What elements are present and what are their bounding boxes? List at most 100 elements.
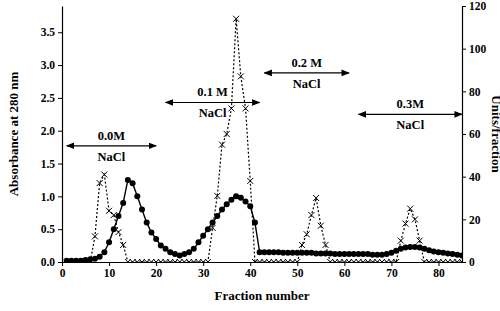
tick: 60 [462, 128, 481, 140]
tick-mark [156, 262, 157, 266]
tick: 10 [104, 262, 116, 279]
y2-axis-title: Units/fraction [489, 95, 500, 173]
tick-label: 2.5 [41, 92, 56, 104]
annotation-text: 0.3M [397, 97, 425, 111]
marker [115, 229, 121, 235]
tick-label: 50 [292, 267, 304, 279]
tick-label: 10 [104, 267, 116, 279]
tick-label: 1.5 [41, 158, 56, 170]
tick-label: 80 [433, 267, 445, 279]
marker [243, 199, 249, 205]
tick-mark [58, 196, 62, 197]
tick-mark [462, 49, 466, 50]
tick-mark [203, 262, 204, 266]
tick: 30 [198, 262, 210, 279]
tick: 60 [339, 262, 351, 279]
tick: 1.5 [41, 158, 62, 170]
tick: 0 [60, 262, 66, 279]
marker [139, 206, 145, 212]
tick: 40 [245, 262, 257, 279]
tick-mark [58, 98, 62, 99]
tick: 100 [462, 43, 487, 55]
marker [101, 172, 107, 178]
tick-mark [58, 262, 62, 263]
marker [417, 238, 423, 244]
tick-label: 3.0 [41, 59, 56, 71]
y2-axis: 0 20 40 60 80 100 120 [462, 0, 487, 268]
tick: 0.5 [41, 223, 62, 235]
marker [87, 259, 93, 262]
marker [459, 259, 462, 262]
marker [144, 220, 150, 226]
annotation-text: 0.0M [98, 129, 126, 143]
annotation-text: NaCl [396, 118, 424, 132]
axis-line [63, 262, 463, 263]
tick-mark [344, 262, 345, 266]
marker [130, 180, 136, 186]
tick-mark [391, 262, 392, 266]
tick: 20 [462, 214, 481, 226]
marker [412, 216, 418, 222]
annotation-text: NaCl [98, 150, 126, 164]
marker [214, 193, 220, 199]
axis-line [62, 7, 63, 263]
tick-label: 120 [469, 0, 487, 12]
tick-mark [58, 32, 62, 33]
marker [92, 233, 98, 239]
tick-label: 60 [339, 267, 351, 279]
y-axis: 0.00.51.01.52.02.53.03.5 [41, 7, 63, 269]
tick-mark [438, 262, 439, 266]
marker [148, 229, 154, 235]
series-line [67, 180, 462, 261]
marker [459, 252, 462, 258]
marker [120, 242, 126, 248]
annotation: 0.1 M NaCl [166, 85, 260, 120]
x-axis: 0 10 20 30 40 50 60 70 80 [60, 262, 463, 279]
marker [200, 233, 206, 239]
tick-label: 40 [469, 171, 481, 183]
marker [294, 259, 300, 262]
tick: 80 [462, 86, 481, 98]
marker [243, 105, 249, 111]
tick-label: 0 [60, 267, 66, 279]
marker [233, 16, 239, 22]
marker [407, 206, 413, 212]
marker [210, 225, 216, 231]
tick-mark [58, 65, 62, 66]
tick-label: 30 [198, 267, 210, 279]
marker [97, 180, 103, 186]
annotation-text: NaCl [199, 106, 227, 120]
tick-mark [58, 229, 62, 230]
marker [210, 220, 216, 226]
marker [195, 239, 201, 245]
tick: 2.5 [41, 92, 62, 104]
tick-mark [62, 262, 63, 266]
marker [101, 249, 107, 255]
tick-label: 20 [151, 267, 163, 279]
tick-mark [462, 91, 466, 92]
tick-label: 20 [469, 214, 481, 226]
y-axis-title: Absorbance at 280 nm [6, 72, 21, 197]
marker [97, 254, 103, 260]
marker [120, 200, 126, 206]
series-markers [64, 16, 462, 262]
tick-label: 3.5 [41, 26, 56, 38]
marker [313, 195, 319, 201]
marker [238, 195, 244, 201]
tick-label: 70 [386, 267, 398, 279]
marker [224, 131, 230, 137]
marker [228, 105, 234, 111]
annotation-text: 0.2 M [291, 56, 322, 70]
tick: 2.0 [41, 125, 62, 137]
marker [205, 259, 211, 262]
tick-label: 60 [469, 128, 481, 140]
annotation-text: 0.1 M [197, 85, 228, 99]
x-axis-title: Fraction number [215, 288, 310, 303]
marker [106, 239, 112, 245]
marker [299, 242, 305, 248]
marker [304, 231, 310, 237]
tick: 0 [462, 256, 475, 268]
annotation-arrow [264, 72, 349, 73]
tick-label: 40 [245, 267, 257, 279]
marker [153, 236, 159, 242]
